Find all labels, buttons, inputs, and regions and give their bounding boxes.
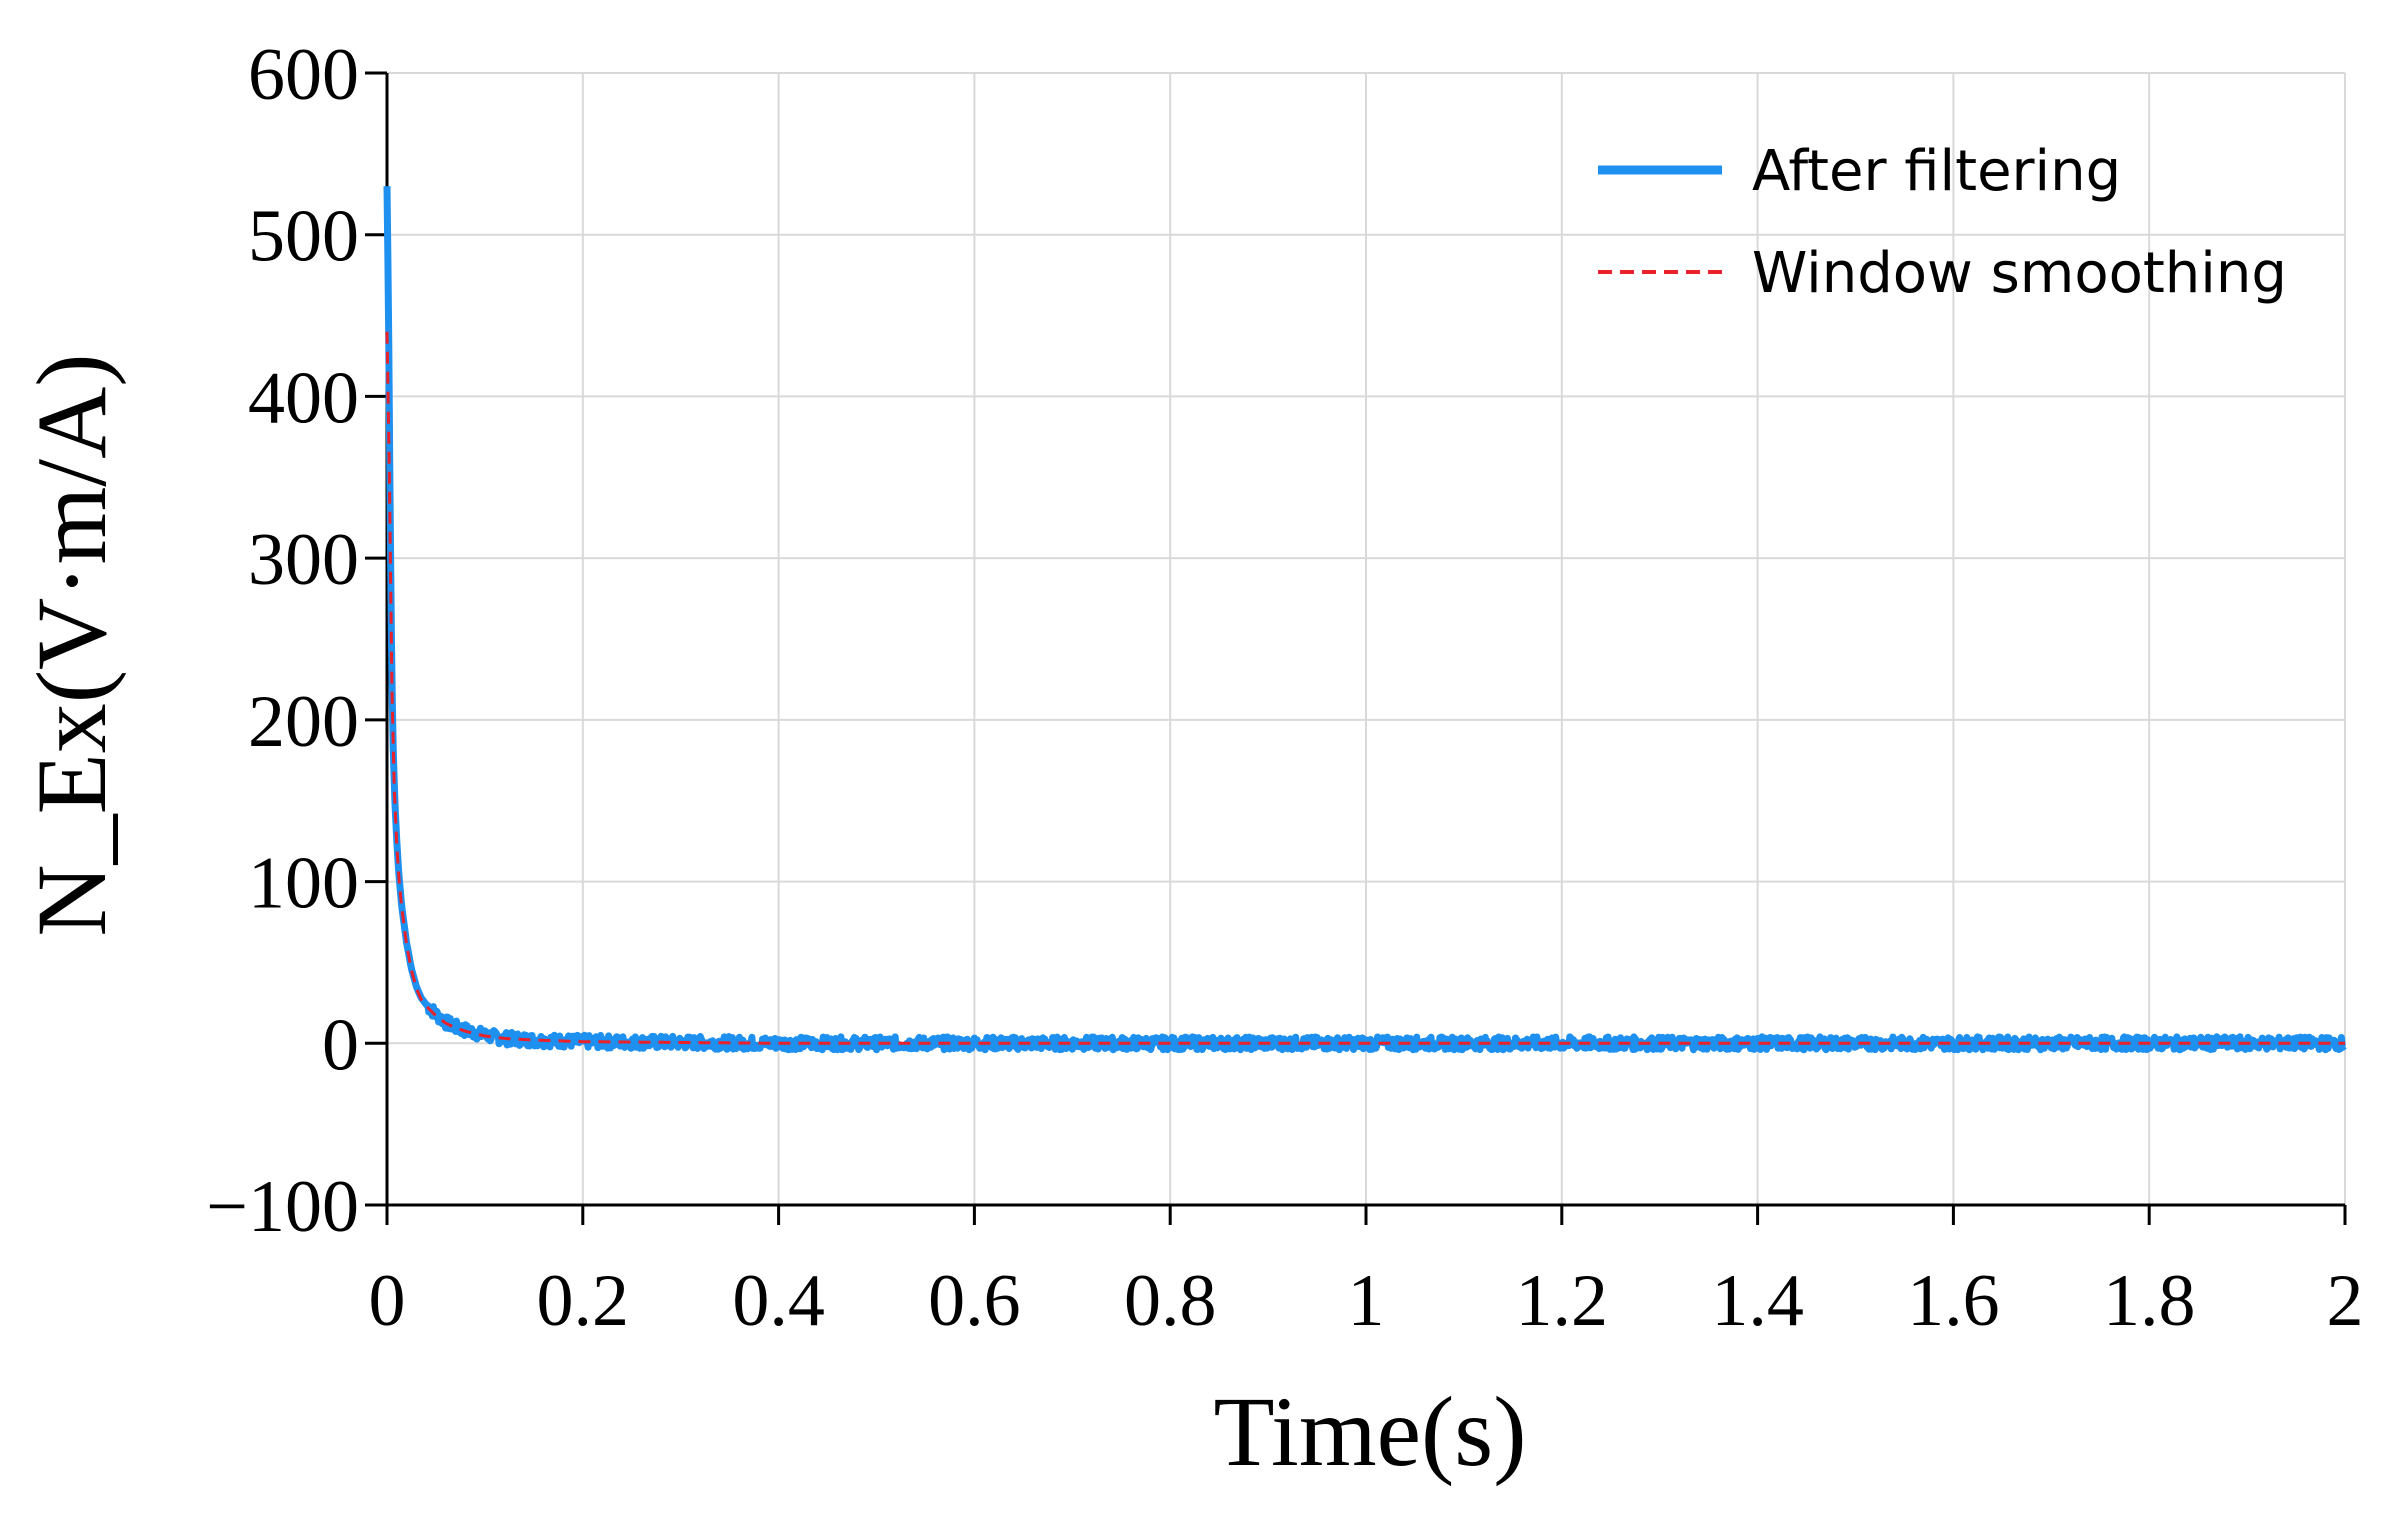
legend-label-window-smoothing: Window smoothing (1752, 241, 2287, 306)
y-tick-label: 0 (322, 1004, 359, 1086)
x-axis-title: Time(s) (1213, 1376, 1526, 1487)
y-tick-labels: −100 0 100 200 300 400 500 600 (206, 34, 359, 1248)
legend-label-after-filtering: After filtering (1752, 139, 2121, 204)
x-tick-labels: 0 0.2 0.4 0.6 0.8 1 1.2 1.4 1.6 1.8 2 (369, 1260, 2364, 1342)
y-tick-label: 400 (248, 357, 359, 439)
x-tick-label: 1 (1348, 1260, 1385, 1342)
y-tick-label: 500 (248, 196, 359, 278)
plot-series (383, 186, 2348, 1054)
y-tick-label: 100 (248, 843, 359, 925)
x-tick-label: 2 (2327, 1260, 2364, 1342)
x-tick-label: 1.4 (1711, 1260, 1804, 1342)
y-tick-label: −100 (206, 1166, 359, 1248)
y-tick-label: 600 (248, 34, 359, 116)
x-tick-label: 1.2 (1516, 1260, 1609, 1342)
x-tick-label: 1.6 (1907, 1260, 2000, 1342)
y-axis-title: N_Ex(V·m/A) (16, 353, 127, 936)
x-tick-label: 0 (369, 1260, 406, 1342)
series-window-smoothing (385, 331, 2345, 1045)
legend: After filtering Window smoothing (1598, 139, 2287, 306)
x-tick-label: 0.8 (1124, 1260, 1217, 1342)
y-tick-label: 200 (248, 681, 359, 763)
x-tick-label: 0.2 (537, 1260, 630, 1342)
x-tick-label: 0.4 (732, 1260, 825, 1342)
x-tick-label: 0.6 (928, 1260, 1021, 1342)
series-after-filtering (383, 186, 2348, 1054)
x-tick-label: 1.8 (2103, 1260, 2196, 1342)
y-tick-label: 300 (248, 519, 359, 601)
